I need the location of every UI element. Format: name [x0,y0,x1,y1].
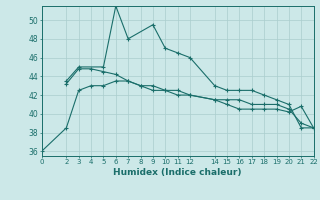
X-axis label: Humidex (Indice chaleur): Humidex (Indice chaleur) [113,168,242,177]
